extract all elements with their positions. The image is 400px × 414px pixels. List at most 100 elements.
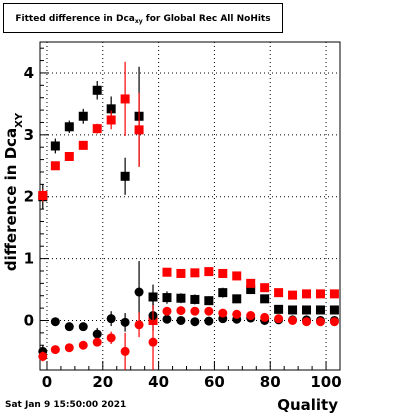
data-point-circle <box>50 345 60 355</box>
x-tick-label: 80 <box>260 373 281 391</box>
data-point-square <box>274 288 284 298</box>
x-tick-label: 100 <box>310 373 341 391</box>
data-point-circle <box>38 351 48 361</box>
data-point-circle <box>78 322 88 332</box>
data-point-circle <box>218 308 228 318</box>
data-point-square <box>274 304 284 314</box>
data-point-square <box>204 267 214 277</box>
data-point-square <box>176 293 186 303</box>
data-point-square <box>92 124 102 134</box>
x-tick-label: 40 <box>148 373 169 391</box>
data-point-circle <box>176 306 186 316</box>
data-point-square <box>204 296 214 306</box>
data-point-square <box>246 285 256 295</box>
data-point-circle <box>120 317 130 327</box>
data-point-square <box>64 151 74 161</box>
chart-title-suffix: for Global Rec All NoHits <box>142 14 271 24</box>
data-point-circle <box>78 340 88 350</box>
data-point-circle <box>302 317 312 327</box>
y-tick-label: 0 <box>24 311 34 329</box>
data-point-square <box>106 104 116 114</box>
data-point-square <box>120 94 130 104</box>
data-point-square <box>38 190 48 200</box>
data-point-circle <box>190 317 200 327</box>
data-point-circle <box>92 337 102 347</box>
data-point-circle <box>148 337 158 347</box>
data-point-square <box>218 268 228 278</box>
data-point-square <box>315 289 325 299</box>
data-point-circle <box>64 343 74 353</box>
x-tick-label: 20 <box>92 373 113 391</box>
data-point-square <box>78 140 88 150</box>
data-point-square <box>260 294 270 304</box>
data-point-square <box>302 305 312 315</box>
data-point-square <box>148 292 158 302</box>
x-tick-label: 0 <box>42 373 52 391</box>
chart-title-subscript: xy <box>134 18 143 25</box>
data-point-square <box>120 171 130 181</box>
data-point-square <box>218 288 228 298</box>
data-point-circle <box>106 333 116 343</box>
data-point-circle <box>50 317 60 327</box>
data-point-square <box>134 125 144 135</box>
chart-title: Fitted difference in Dcaxy for Global Re… <box>3 3 283 33</box>
data-point-circle <box>134 320 144 330</box>
data-point-square <box>329 289 339 299</box>
plot-frame <box>39 41 341 371</box>
data-point-circle <box>106 314 116 324</box>
data-point-square <box>329 305 339 315</box>
data-series <box>38 61 339 370</box>
data-point-square <box>92 85 102 95</box>
data-point-circle <box>232 309 242 319</box>
timestamp: Sat Jan 9 15:50:00 2021 <box>5 400 127 410</box>
data-point-square <box>232 271 242 281</box>
data-point-square <box>260 283 270 293</box>
data-point-square <box>176 268 186 278</box>
data-point-circle <box>120 346 130 356</box>
data-point-square <box>78 111 88 121</box>
data-point-circle <box>260 312 270 322</box>
y-tick-label: 1 <box>24 250 34 268</box>
x-tick-label: 60 <box>204 373 225 391</box>
y-tick-label: 2 <box>24 188 34 206</box>
data-point-circle <box>204 306 214 316</box>
data-point-square <box>288 290 298 300</box>
data-point-square <box>162 293 172 303</box>
series-square-red <box>38 61 339 325</box>
data-point-circle <box>176 315 186 325</box>
data-point-circle <box>204 316 214 326</box>
data-point-circle <box>162 306 172 316</box>
axis-ticks: 0 20 40 60 80 100 0 1 2 3 4 <box>24 47 342 391</box>
data-point-square <box>190 294 200 304</box>
data-point-circle <box>329 317 339 327</box>
data-point-square <box>190 268 200 278</box>
data-point-square <box>50 161 60 171</box>
series-circle-red <box>38 305 339 370</box>
data-point-circle <box>134 287 144 297</box>
data-point-square <box>64 122 74 132</box>
grid-lines <box>40 42 340 370</box>
data-point-square <box>302 289 312 299</box>
chart-title-prefix: Fitted difference in Dca <box>15 14 135 24</box>
data-point-circle <box>92 329 102 339</box>
data-point-circle <box>274 314 284 324</box>
series-square-black <box>38 66 339 315</box>
data-point-circle <box>246 311 256 321</box>
data-point-square <box>246 278 256 288</box>
data-point-square <box>50 141 60 151</box>
x-axis-title: Quality <box>277 396 338 414</box>
data-point-circle <box>315 317 325 327</box>
data-point-circle <box>64 322 74 332</box>
data-point-circle <box>288 315 298 325</box>
data-point-square <box>106 115 116 125</box>
data-point-square <box>315 305 325 315</box>
data-point-square <box>232 294 242 304</box>
y-tick-label: 4 <box>24 64 34 82</box>
y-axis-title: difference in DcaXY <box>2 112 25 271</box>
data-point-square <box>288 305 298 315</box>
data-point-circle <box>190 306 200 316</box>
y-tick-label: 3 <box>24 126 34 144</box>
data-point-square <box>162 267 172 277</box>
data-point-circle <box>162 314 172 324</box>
